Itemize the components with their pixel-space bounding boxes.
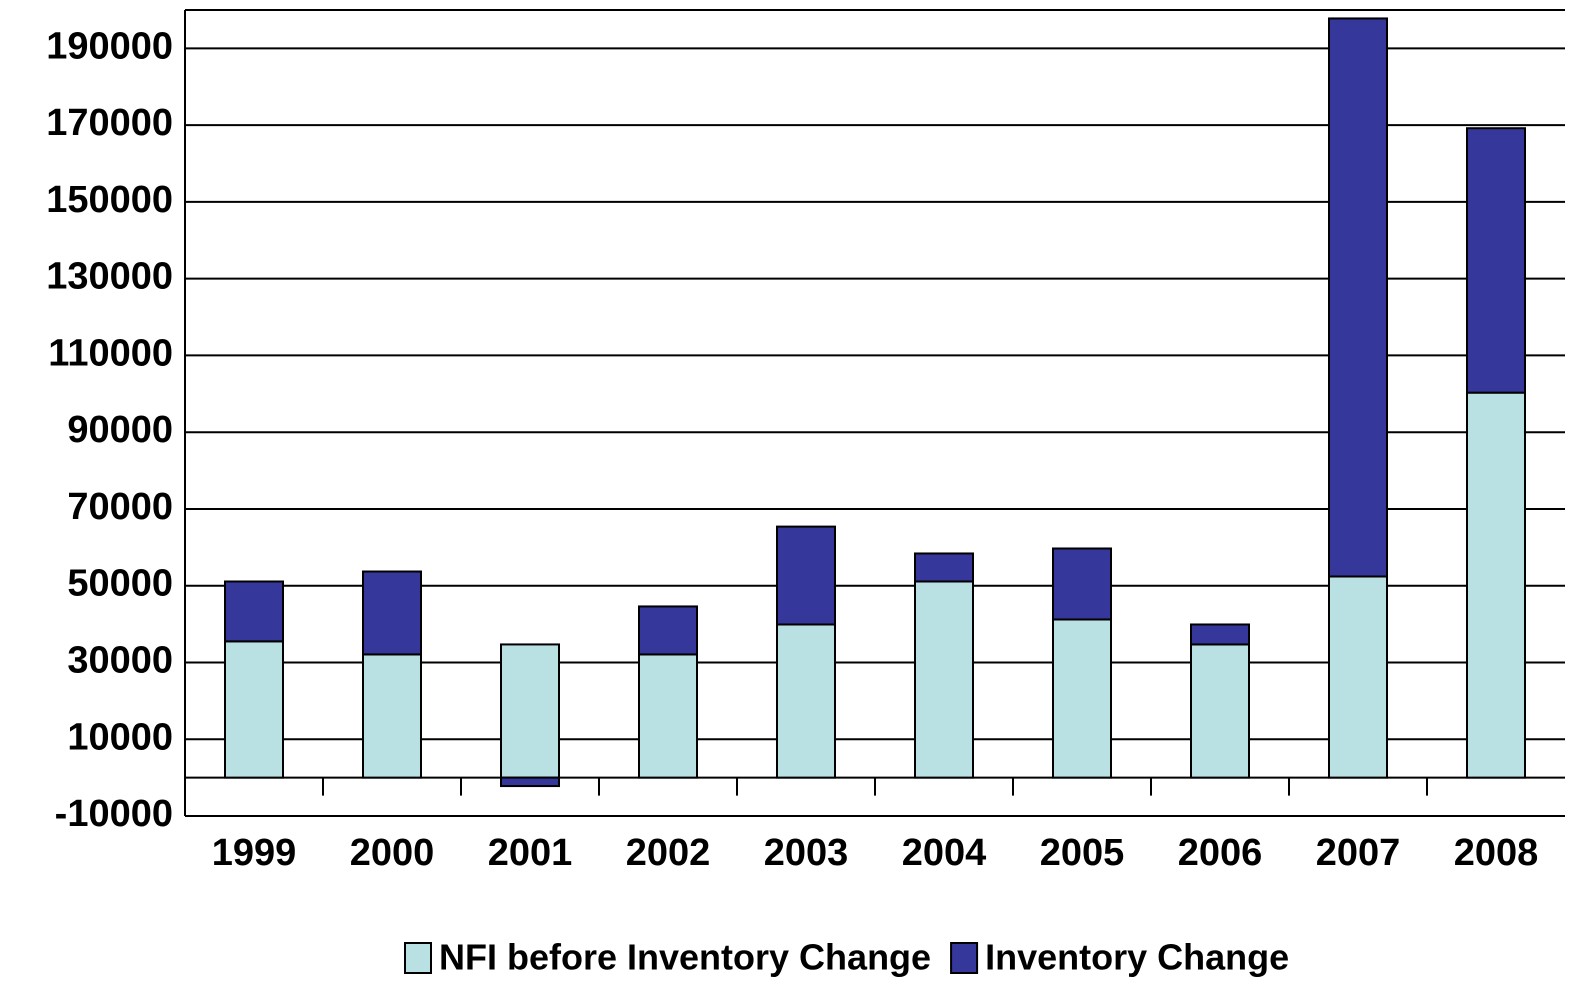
x-tick-label: 2000 bbox=[350, 832, 435, 874]
y-tick-label: 130000 bbox=[46, 256, 173, 298]
y-tick-label: 70000 bbox=[67, 486, 173, 528]
y-tick-label: 10000 bbox=[67, 716, 173, 758]
x-tick-label: 2001 bbox=[488, 832, 573, 874]
x-tick-label: 2002 bbox=[626, 832, 711, 874]
x-tick-label: 2005 bbox=[1040, 832, 1125, 874]
bar-segment bbox=[1466, 127, 1526, 394]
legend-swatch bbox=[404, 942, 432, 974]
bar-segment bbox=[1466, 391, 1526, 779]
bar-segment bbox=[776, 525, 836, 626]
x-tick-label: 2006 bbox=[1178, 832, 1263, 874]
bar-segment bbox=[224, 640, 284, 779]
x-tick-label: 2003 bbox=[764, 832, 849, 874]
x-tick-label: 1999 bbox=[212, 832, 297, 874]
legend-label: Inventory Change bbox=[985, 937, 1289, 978]
y-tick-label: 90000 bbox=[67, 409, 173, 451]
y-tick-label: 30000 bbox=[67, 640, 173, 682]
bar-segment bbox=[224, 580, 284, 643]
y-tick-label: 190000 bbox=[46, 25, 173, 67]
bar-segment bbox=[1328, 17, 1388, 578]
bar-segment bbox=[638, 605, 698, 656]
bar-segment bbox=[914, 580, 974, 779]
x-tick-label: 2004 bbox=[902, 832, 987, 874]
bar-segment bbox=[362, 653, 422, 779]
y-tick-label: 170000 bbox=[46, 102, 173, 144]
x-tick-label: 2007 bbox=[1316, 832, 1401, 874]
bar-segment bbox=[776, 623, 836, 779]
bar-segment bbox=[914, 552, 974, 583]
bar-segment bbox=[1052, 618, 1112, 779]
bar-segment bbox=[362, 570, 422, 656]
legend-swatch bbox=[950, 942, 979, 974]
bar-segment bbox=[638, 653, 698, 779]
bar-segment bbox=[1190, 643, 1250, 779]
bar-segment bbox=[1328, 575, 1388, 779]
y-tick-label: 50000 bbox=[67, 563, 173, 605]
bar-segment bbox=[500, 776, 560, 788]
y-tick-label: 110000 bbox=[48, 332, 173, 374]
bar-segment bbox=[1190, 623, 1250, 646]
x-tick-label: 2008 bbox=[1454, 832, 1539, 874]
y-tick-label: 150000 bbox=[46, 179, 173, 221]
legend-label: NFI before Inventory Change bbox=[439, 937, 931, 978]
bar-segment bbox=[500, 643, 560, 779]
bar-segment bbox=[1052, 547, 1112, 621]
y-tick-label: -10000 bbox=[55, 793, 173, 835]
